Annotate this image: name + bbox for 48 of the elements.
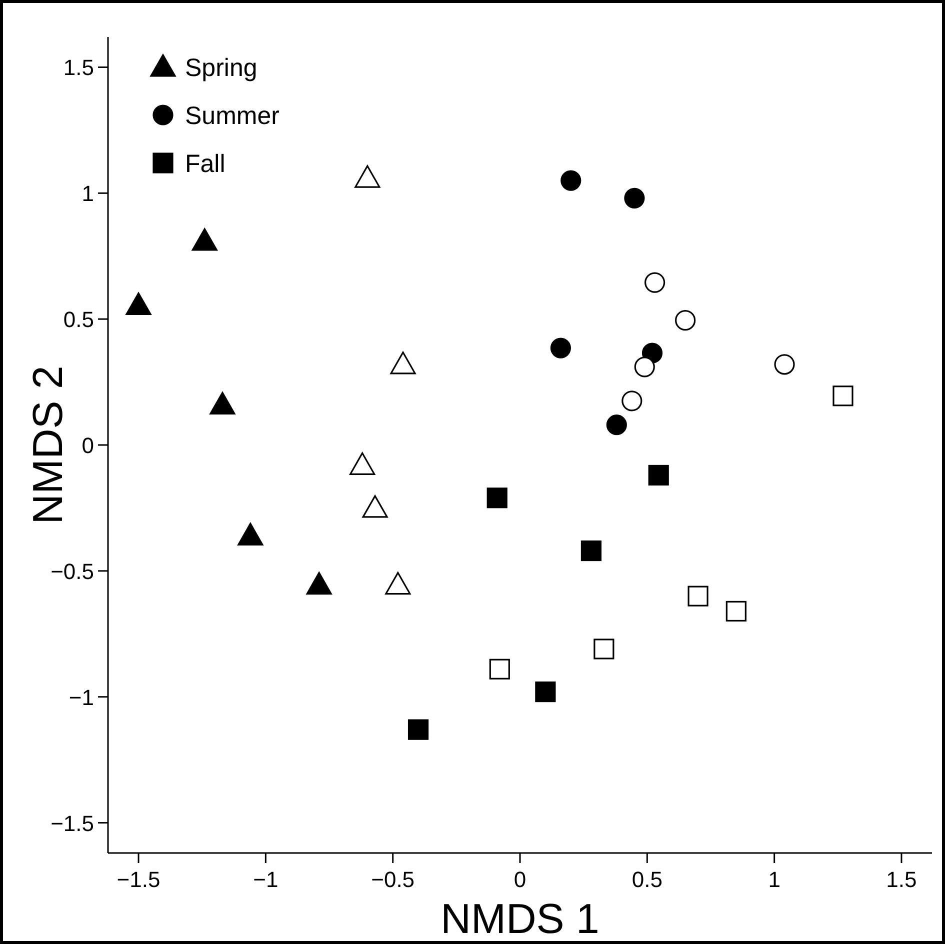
legend-label: Spring xyxy=(185,54,258,82)
y-tick-label: 0.5 xyxy=(63,307,94,332)
legend-label: Summer xyxy=(185,102,280,130)
point xyxy=(832,386,854,406)
point xyxy=(350,452,376,475)
point xyxy=(126,292,152,316)
point xyxy=(606,414,627,436)
y-tick-label: −0.5 xyxy=(50,558,94,584)
point xyxy=(385,572,411,595)
x-tick-label: 0 xyxy=(514,867,526,892)
x-tick-label: 1 xyxy=(768,867,780,892)
point xyxy=(408,719,429,740)
point xyxy=(535,682,556,702)
point xyxy=(675,310,696,331)
y-tick-label: 1 xyxy=(82,181,94,206)
point xyxy=(238,522,264,546)
point xyxy=(580,540,602,562)
point xyxy=(192,228,218,251)
point xyxy=(622,390,642,412)
x-tick-label: −1.5 xyxy=(116,867,160,892)
point xyxy=(624,188,645,208)
point xyxy=(390,352,416,374)
legend-label: Fall xyxy=(185,150,226,178)
point xyxy=(634,356,655,378)
point xyxy=(486,488,508,508)
point xyxy=(688,586,708,606)
y-tick-label: −1.5 xyxy=(50,810,94,836)
point xyxy=(210,392,236,415)
point xyxy=(594,638,614,660)
x-tick-label: 1.5 xyxy=(886,867,917,892)
x-tick-label: −1 xyxy=(253,867,278,892)
point xyxy=(726,600,746,622)
x-tick-label: 0.5 xyxy=(632,867,662,892)
point xyxy=(354,165,380,188)
y-axis-title: NMDS 2 xyxy=(24,366,71,524)
y-tick-label: 1.5 xyxy=(63,55,94,80)
point xyxy=(489,658,510,680)
point xyxy=(648,464,669,486)
point xyxy=(560,170,582,191)
point xyxy=(362,495,388,518)
x-axis-title: NMDS 1 xyxy=(440,895,600,942)
point xyxy=(774,354,795,375)
point xyxy=(644,272,666,293)
y-tick-label: 0 xyxy=(82,433,94,458)
y-tick-label: −1 xyxy=(68,684,94,710)
x-tick-label: −0.5 xyxy=(371,867,415,892)
point xyxy=(550,338,571,358)
point xyxy=(306,572,332,595)
